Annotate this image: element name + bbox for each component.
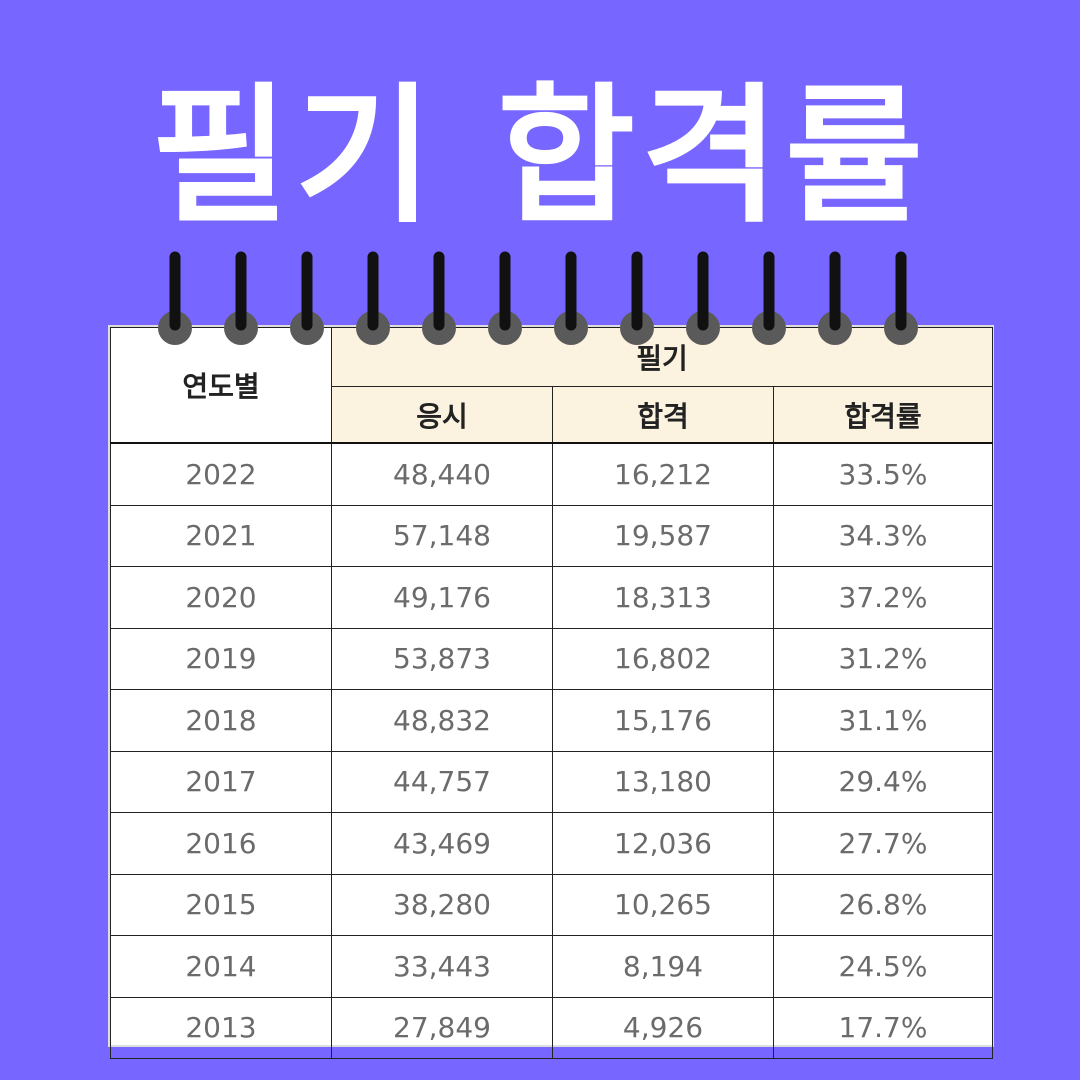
table-row: 2022 48,440 16,212 33.5%: [110, 442, 994, 506]
pass-rate-cell: 29.4%: [772, 750, 994, 813]
passed-cell: 16,212: [552, 442, 774, 506]
pass-rate-cell: 24.5%: [772, 935, 994, 998]
page-title: 필기 합격률: [150, 70, 930, 244]
pass-rate-cell: 31.1%: [772, 689, 994, 752]
table-row: 2013 27,849 4,926 17.7%: [110, 996, 994, 1059]
passed-cell: 12,036: [552, 812, 774, 875]
year-cell: 2021: [110, 504, 332, 567]
passed-cell: 18,313: [552, 566, 774, 629]
year-cell: 2019: [110, 627, 332, 690]
table-row: 2019 53,873 16,802 31.2%: [110, 627, 994, 690]
year-cell: 2016: [110, 812, 332, 875]
written-exam-group-header: 필기: [330, 327, 994, 387]
table-row: 2018 48,832 15,176 31.1%: [110, 689, 994, 752]
year-cell: 2015: [110, 873, 332, 936]
year-cell: 2017: [110, 750, 332, 813]
passed-cell: 13,180: [552, 750, 774, 813]
passed-cell: 10,265: [552, 873, 774, 936]
passed-cell: 8,194: [552, 935, 774, 998]
pass-rate-cell: 17.7%: [772, 996, 994, 1059]
passed-cell: 19,587: [552, 504, 774, 567]
applicants-cell: 57,148: [331, 504, 553, 567]
applicants-cell: 44,757: [331, 750, 553, 813]
table-row: 2015 38,280 10,265 26.8%: [110, 873, 994, 936]
applicants-cell: 48,440: [331, 442, 553, 506]
applicants-cell: 49,176: [331, 566, 553, 629]
pass-rate-cell: 34.3%: [772, 504, 994, 567]
year-cell: 2014: [110, 935, 332, 998]
year-column-header: 연도별: [110, 327, 332, 444]
passed-cell: 15,176: [552, 689, 774, 752]
pass-rate-cell: 37.2%: [772, 566, 994, 629]
table-row: 2014 33,443 8,194 24.5%: [110, 935, 994, 998]
table-row: 2020 49,176 18,313 37.2%: [110, 566, 994, 629]
pass-rate-column-header: 합격률: [772, 386, 994, 444]
applicants-cell: 53,873: [331, 627, 553, 690]
passed-column-header: 합격: [552, 386, 774, 444]
applicants-column-header: 응시: [331, 386, 553, 444]
applicants-cell: 43,469: [331, 812, 553, 875]
year-cell: 2013: [110, 996, 332, 1059]
applicants-cell: 33,443: [331, 935, 553, 998]
pass-rate-cell: 26.8%: [772, 873, 994, 936]
applicants-cell: 48,832: [331, 689, 553, 752]
applicants-cell: 27,849: [331, 996, 553, 1059]
passed-cell: 16,802: [552, 627, 774, 690]
applicants-cell: 38,280: [331, 873, 553, 936]
pass-rate-table: 연도별 필기 응시 합격 합격률 2022 48,440 16,212 33.5% 20…: [110, 327, 994, 1059]
year-cell: 2020: [110, 566, 332, 629]
passed-cell: 4,926: [552, 996, 774, 1059]
table-row: 2016 43,469 12,036 27.7%: [110, 812, 994, 875]
pass-rate-cell: 31.2%: [772, 627, 994, 690]
year-cell: 2018: [110, 689, 332, 752]
table-card: 연도별 필기 응시 합격 합격률 2022 48,440 16,212 33.5% 20…: [108, 325, 994, 1059]
year-cell: 2022: [110, 442, 332, 506]
table-row: 2017 44,757 13,180 29.4%: [110, 750, 994, 813]
pass-rate-cell: 27.7%: [772, 812, 994, 875]
table-row: 2021 57,148 19,587 34.3%: [110, 504, 994, 567]
pass-rate-cell: 33.5%: [772, 442, 994, 506]
